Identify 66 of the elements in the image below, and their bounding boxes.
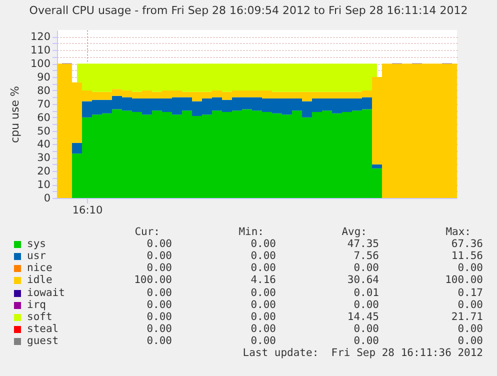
y-tick-label: 80 xyxy=(37,84,50,97)
text: 0.00 xyxy=(146,334,172,347)
text: 21.71 xyxy=(451,310,483,323)
text: 0.00 xyxy=(146,250,172,262)
legend-label: irq xyxy=(27,298,46,311)
text: 0.00 xyxy=(146,298,172,311)
text: 0.00 xyxy=(146,238,172,250)
chart-title: Overall CPU usage - from Fri Sep 28 16:09:54 2012 to Fri Sep 28 16:11:14 2012 xyxy=(28,4,469,17)
text: 0.00 xyxy=(250,238,276,250)
y-axis-title: cpu use % xyxy=(8,86,22,143)
text: 0.00 xyxy=(250,286,276,298)
y-tick-label: 100 xyxy=(30,58,50,70)
y-tick-label: 20 xyxy=(37,166,50,178)
text: 0.00 xyxy=(354,334,379,347)
x-tick-label: 16:10 xyxy=(72,204,103,216)
text: 100.00 xyxy=(445,274,483,286)
y-tick-label: 60 xyxy=(37,112,50,124)
text: 4.16 xyxy=(250,274,276,286)
text: 7.56 xyxy=(354,250,379,262)
legend-label: sys xyxy=(27,238,46,250)
text: 0.00 xyxy=(250,310,276,323)
text: Cur: xyxy=(134,226,160,238)
text: Max: xyxy=(446,226,471,238)
text: 0.17 xyxy=(458,286,483,298)
text: 0.00 xyxy=(354,322,379,335)
text: 0.00 xyxy=(354,298,379,311)
y-tick-label: 120 xyxy=(30,31,50,44)
text: 0.00 xyxy=(354,262,379,274)
legend-label: steal xyxy=(27,322,59,335)
text: Last update: Fri Sep 28 16:11:36 2012 xyxy=(242,347,483,359)
y-tick-label: 0 xyxy=(44,192,50,204)
text: 0.00 xyxy=(146,310,172,323)
text: 0.00 xyxy=(250,298,276,311)
text: 0.00 xyxy=(458,298,483,311)
text: 47.35 xyxy=(347,238,379,250)
legend-label: soft xyxy=(27,310,52,323)
text: 0.01 xyxy=(354,286,379,298)
text: 0.00 xyxy=(250,322,276,335)
legend-label: nice xyxy=(27,262,52,274)
text: Min: xyxy=(238,226,264,238)
legend-label: guest xyxy=(27,334,59,347)
y-tick-label: 40 xyxy=(37,138,50,151)
text: 30.64 xyxy=(347,274,379,286)
text: 0.00 xyxy=(250,334,276,347)
text: 0.00 xyxy=(146,286,172,298)
text: 0.00 xyxy=(146,322,172,335)
text: 0.00 xyxy=(250,262,276,274)
y-tick-label: 110 xyxy=(30,44,50,57)
text: 14.45 xyxy=(347,310,379,323)
text: 0.00 xyxy=(146,262,172,274)
text: 100.00 xyxy=(134,274,172,286)
legend-label: iowait xyxy=(27,286,65,298)
y-tick-label: 10 xyxy=(37,179,50,192)
y-tick-label: 70 xyxy=(37,98,50,110)
y-tick-label: 50 xyxy=(37,125,50,138)
y-tick-label: 30 xyxy=(37,152,50,164)
text: 0.00 xyxy=(458,322,483,335)
legend-label: usr xyxy=(27,250,46,262)
legend-label: idle xyxy=(27,274,52,286)
text: Avg: xyxy=(342,226,367,238)
text: 0.00 xyxy=(250,250,276,262)
text: 11.56 xyxy=(451,250,483,262)
text: 0.00 xyxy=(458,334,483,347)
text: 67.36 xyxy=(451,238,483,250)
y-tick-label: 90 xyxy=(37,72,50,84)
text: 0.00 xyxy=(458,262,483,274)
